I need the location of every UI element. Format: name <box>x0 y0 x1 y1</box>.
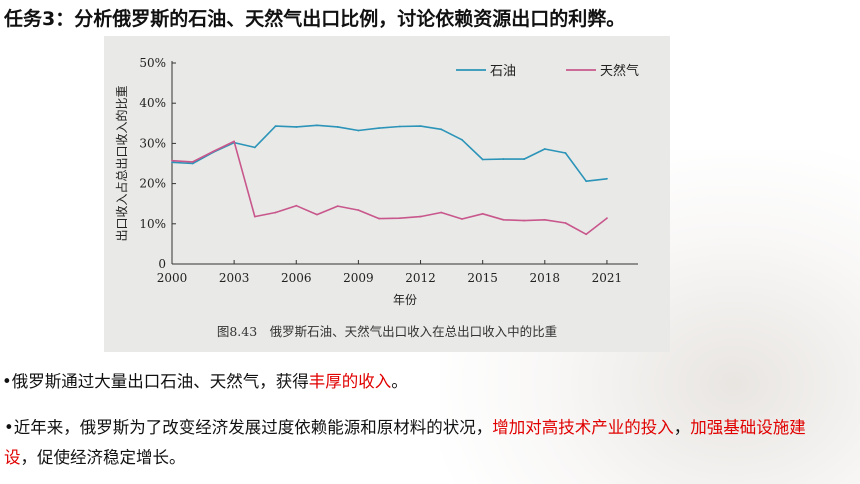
series-0-point <box>274 125 277 128</box>
series-0-point <box>564 152 567 154</box>
series-0-point <box>253 146 256 149</box>
x-tick-label: 2009 <box>343 271 374 285</box>
series-1-point <box>461 218 463 220</box>
series-0-point <box>543 148 546 150</box>
series-1-point <box>191 160 194 163</box>
series-0-point <box>523 158 525 160</box>
series-0-point <box>171 161 173 164</box>
figure-caption: 图8.43 俄罗斯石油、天然气出口收入在总出口收入中的比重 <box>216 324 558 339</box>
legend-label: 石油 <box>490 64 516 79</box>
highlighted-phrase: 加强基础设施建设 <box>4 418 806 467</box>
series-1-point <box>606 217 608 220</box>
series-0-point <box>336 126 339 128</box>
series-line-0 <box>171 124 607 182</box>
bullet-paragraph-1: •俄罗斯通过大量出口石油、天然气，获得丰厚的收入。 <box>2 367 408 397</box>
legend-label: 天然气 <box>600 63 639 79</box>
y-tick-label: 10% <box>139 217 166 231</box>
y-tick-label: 40% <box>139 96 166 110</box>
series-1-point <box>336 205 339 208</box>
series-0-point <box>357 129 360 132</box>
series-0-point <box>378 127 381 130</box>
bullet-text: 。 <box>391 372 408 391</box>
highlighted-phrase: 丰厚的收入 <box>308 372 392 391</box>
x-tick-label: 2000 <box>157 271 188 285</box>
series-0-point <box>502 158 505 160</box>
series-1-point <box>316 213 318 216</box>
series-0-point <box>295 126 298 128</box>
series-1-point <box>564 222 567 224</box>
series-1-point <box>398 217 401 220</box>
x-tick-label: 2018 <box>530 271 561 285</box>
figure-card: 2000 2003 2006 2009 2012 2015 2018 2021 0 10% 20% 3… <box>104 36 670 352</box>
page-title: 任务3：分析俄罗斯的石油、天然气出口比例，讨论依赖资源出口的利弊。 <box>4 8 626 30</box>
series-1-point <box>481 212 484 215</box>
series-0-point <box>585 180 588 183</box>
x-tick-label: 2003 <box>219 271 250 285</box>
series-0-point <box>316 124 318 127</box>
chart-axes <box>171 61 638 265</box>
series-1-point <box>171 159 173 162</box>
series-0-point <box>481 158 484 161</box>
series-0-point <box>191 162 194 165</box>
chart-ticks: 2000 2003 2006 2009 2012 2015 2018 2021 0 10% 20% 3… <box>139 56 622 285</box>
series-1-point <box>274 211 277 214</box>
x-tick-label: 2021 <box>592 271 623 285</box>
series-0-point <box>398 125 401 128</box>
x-tick-label: 2015 <box>467 271 498 285</box>
series-0-point <box>419 125 422 128</box>
series-0-point <box>461 138 463 141</box>
series-line-1 <box>171 140 608 236</box>
y-tick-label: 0 <box>158 257 166 271</box>
x-tick-label: 2012 <box>405 271 436 285</box>
x-tick-label: 2006 <box>281 271 312 285</box>
series-1-point <box>419 215 422 218</box>
oil-gas-share-line-chart: 2000 2003 2006 2009 2012 2015 2018 2021 0 10% 20% 3… <box>114 56 639 307</box>
series-1-point <box>502 218 505 221</box>
series-0-point <box>440 128 443 131</box>
bullet-text: •俄罗斯通过大量出口石油、天然气，获得 <box>2 372 309 391</box>
y-tick-label: 30% <box>139 136 166 150</box>
series-1-point <box>253 215 256 218</box>
x-axis-label: 年份 <box>393 293 417 307</box>
series-1-point <box>523 219 525 222</box>
series-1-point <box>212 150 215 153</box>
y-tick-label: 50% <box>139 56 166 70</box>
series-1-point <box>357 209 360 212</box>
y-axis-label: 出口收入占总出口收入的比重 <box>114 85 129 241</box>
bullet-paragraph-2: •近年来，俄罗斯为了改变经济发展过度依赖能源和原材料的状况，增加对高技术产业的投… <box>4 413 824 473</box>
series-1-point <box>440 211 443 214</box>
bullet-text: ，促使经济稳定增长。 <box>20 448 186 467</box>
series-1-point <box>233 140 236 143</box>
series-0-point <box>606 177 608 180</box>
series-1-point <box>378 217 381 220</box>
bullet-text: ， <box>673 418 691 437</box>
series-1-point <box>543 218 546 221</box>
y-tick-label: 20% <box>139 177 166 191</box>
highlighted-phrase: 增加对高技术产业的投入 <box>492 418 674 437</box>
chart-series <box>171 124 608 236</box>
chart-legend: 石油 天然气 <box>456 63 639 79</box>
bullet-text: •近年来，俄罗斯为了改变经济发展过度依赖能源和原材料的状况， <box>4 418 493 437</box>
series-1-point <box>585 233 588 236</box>
series-1-point <box>295 204 298 207</box>
